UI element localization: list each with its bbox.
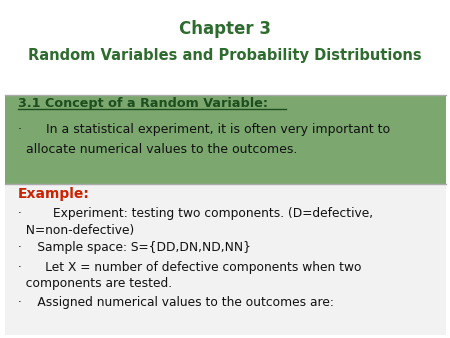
Text: allocate numerical values to the outcomes.: allocate numerical values to the outcome… <box>18 143 297 156</box>
Text: N=non-defective): N=non-defective) <box>18 224 134 237</box>
Text: ·      Let X = number of defective components when two: · Let X = number of defective components… <box>18 261 361 273</box>
Text: 3.1 Concept of a Random Variable:: 3.1 Concept of a Random Variable: <box>18 97 268 110</box>
Text: Example:: Example: <box>18 187 90 201</box>
FancyBboxPatch shape <box>4 184 446 335</box>
Text: Random Variables and Probability Distributions: Random Variables and Probability Distrib… <box>28 48 422 63</box>
Text: Chapter 3: Chapter 3 <box>179 20 271 38</box>
Text: ·    Sample space: S={DD,DN,ND,NN}: · Sample space: S={DD,DN,ND,NN} <box>18 241 251 254</box>
Text: ·      In a statistical experiment, it is often very important to: · In a statistical experiment, it is oft… <box>18 123 390 136</box>
Text: components are tested.: components are tested. <box>18 277 172 290</box>
Text: ·        Experiment: testing two components. (D=defective,: · Experiment: testing two components. (D… <box>18 207 373 220</box>
FancyBboxPatch shape <box>4 95 446 184</box>
Text: ·    Assigned numerical values to the outcomes are:: · Assigned numerical values to the outco… <box>18 296 334 309</box>
